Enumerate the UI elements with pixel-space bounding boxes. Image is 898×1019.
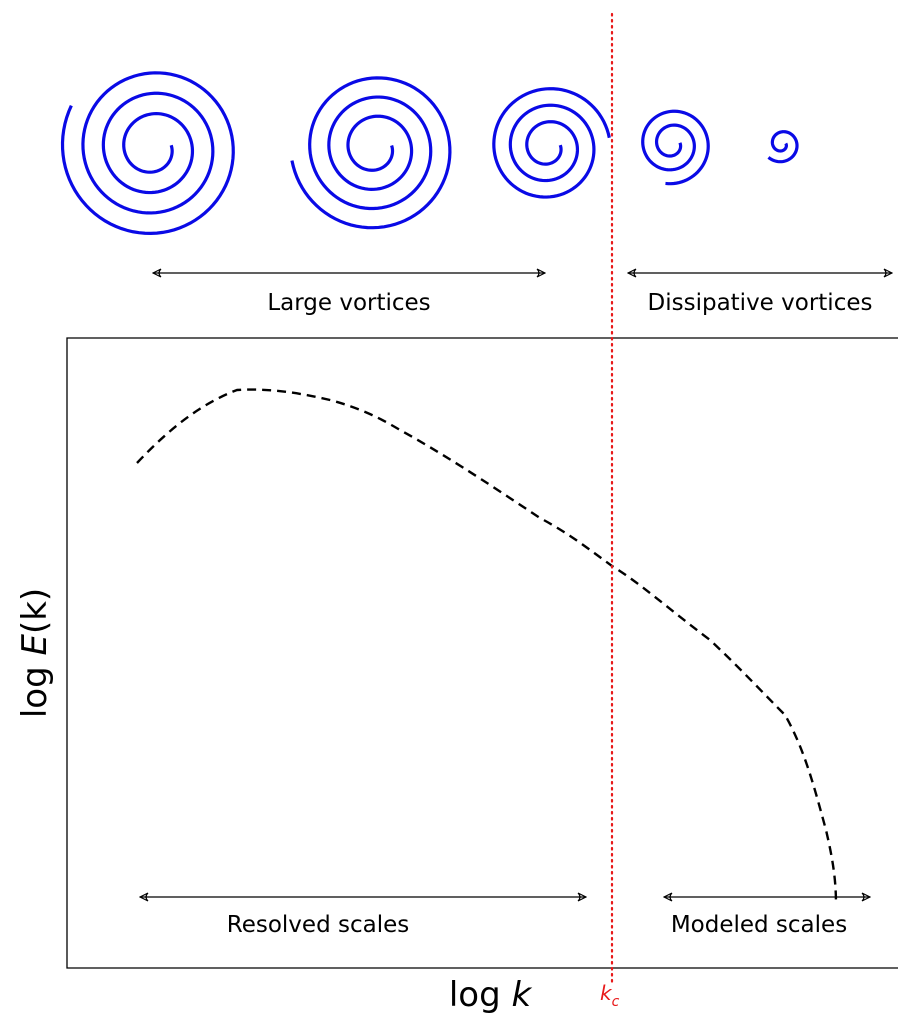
- cutoff-label-main: k: [600, 981, 613, 1005]
- large-vortices-label: Large vortices: [267, 290, 430, 316]
- spiral-icon: [290, 76, 452, 230]
- spiral-icon: [492, 87, 611, 199]
- x-axis-label-var: k: [511, 975, 532, 1015]
- cutoff-label-sub: c: [612, 994, 620, 1010]
- y-axis-label: log E(k): [15, 588, 55, 718]
- vortex-row: [60, 71, 799, 235]
- dissipative-vortices-label: Dissipative vortices: [648, 290, 873, 316]
- y-axis-label-prefix: log: [15, 656, 55, 719]
- cutoff-label: kc: [600, 981, 620, 1010]
- plot-frame: [66, 337, 898, 969]
- energy-spectrum-curve: [136, 388, 838, 906]
- spiral-icon: [641, 109, 710, 186]
- spiral-icon: [767, 130, 799, 164]
- modeled-scales-label: Modeled scales: [671, 912, 847, 938]
- x-axis-label: log k: [449, 975, 533, 1015]
- x-axis-label-prefix: log: [449, 975, 512, 1015]
- y-axis-label-var: E: [15, 634, 55, 656]
- spiral-icon: [60, 71, 235, 235]
- y-axis-label-args: (k): [15, 588, 55, 634]
- resolved-scales-label: Resolved scales: [227, 912, 409, 938]
